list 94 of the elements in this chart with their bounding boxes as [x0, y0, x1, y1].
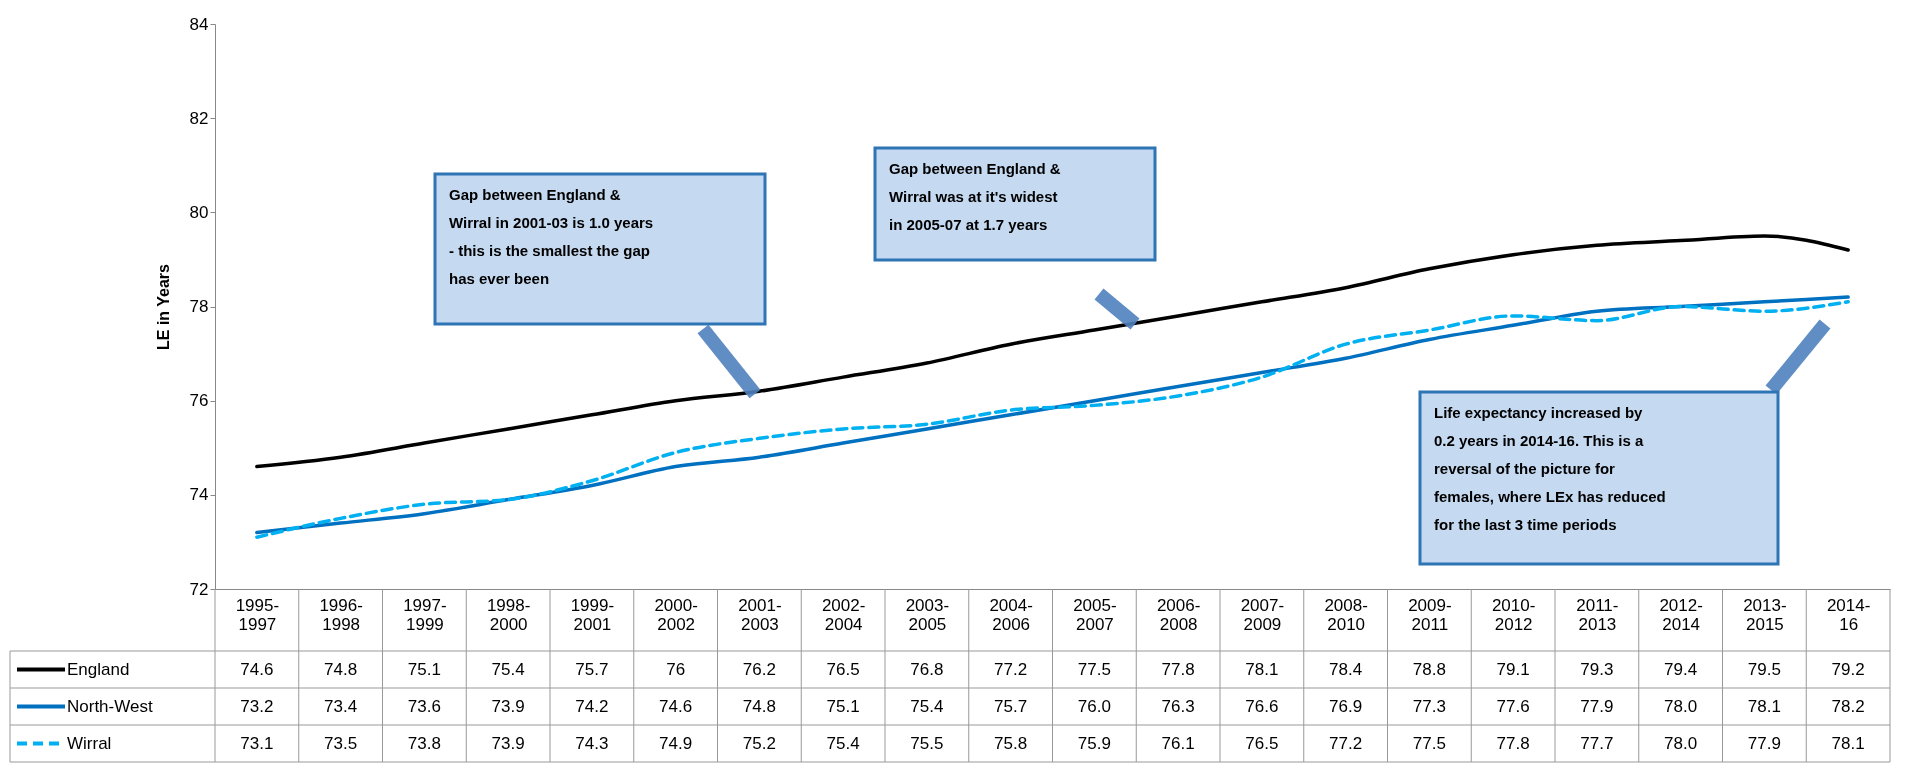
x-tick-label: 2005-2007: [1073, 595, 1117, 634]
data-label: 77.5: [1077, 659, 1111, 679]
data-label: 79.1: [1496, 659, 1530, 679]
data-label: 78.8: [1412, 659, 1446, 679]
data-label: 76.2: [742, 659, 776, 679]
data-label: 76.6: [1245, 696, 1279, 716]
data-label: 79.2: [1831, 659, 1865, 679]
legend-label: Wirral: [67, 733, 112, 753]
data-label: 76.8: [910, 659, 944, 679]
x-tick-label: 2007-2009: [1240, 595, 1285, 634]
data-label: 75.4: [826, 733, 860, 753]
x-tick-label: 2003-2005: [905, 595, 950, 634]
data-label: 78.1: [1245, 659, 1279, 679]
x-tick-label: 2000-2002: [654, 595, 698, 634]
data-label: 75.2: [742, 733, 776, 753]
data-label: 77.7: [1580, 733, 1614, 753]
data-label: 78.0: [1664, 733, 1698, 753]
y-tick-label: 82: [189, 108, 209, 128]
annotation: Gap between England & Wirral in 2001-03 is 1.0 years - this is the smallest the gap has ever been: [449, 186, 654, 287]
data-label: 73.9: [491, 733, 525, 753]
annotation: Life expectancy increased by 0.2 years in 2014-16. This is a reversal of the picture for females, where LEx has reduced for the last 3 time periods: [1434, 404, 1666, 533]
data-label: 73.6: [407, 696, 441, 716]
data-label: 75.7: [994, 696, 1028, 716]
x-tick-label: 2001-2003: [738, 595, 782, 634]
data-label: 75.5: [910, 733, 944, 753]
data-label: 78.1: [1747, 696, 1781, 716]
data-label: 74.9: [659, 733, 693, 753]
data-label: 73.2: [240, 696, 274, 716]
data-label: 73.4: [324, 696, 358, 716]
data-label: 77.9: [1747, 733, 1781, 753]
data-label: 76.5: [826, 659, 860, 679]
x-tick-label: 2008-2010: [1324, 595, 1368, 634]
x-tick-label: 2004-2006: [989, 595, 1033, 634]
x-tick-label: 2010-2012: [1491, 595, 1536, 634]
data-label: 76.3: [1161, 696, 1195, 716]
annotation: Gap between England & Wirral was at it's widest in 2005-07 at 1.7 years: [889, 160, 1061, 233]
y-axis-title: LE in Years: [154, 263, 172, 350]
x-tick-label: 1999-2001: [570, 595, 615, 634]
data-label: 79.5: [1747, 659, 1781, 679]
data-label: 77.2: [1329, 733, 1363, 753]
y-tick-label: 74: [189, 485, 209, 505]
data-label: 79.4: [1664, 659, 1698, 679]
data-label: 73.8: [407, 733, 441, 753]
data-label: 74.6: [240, 659, 274, 679]
data-label: 73.1: [240, 733, 274, 753]
x-tick-label: 2009-2011: [1408, 595, 1452, 634]
data-label: 78.1: [1831, 733, 1865, 753]
x-tick-label: 2006-2008: [1156, 595, 1201, 634]
data-label: 76.1: [1161, 733, 1195, 753]
data-label: 77.2: [994, 659, 1028, 679]
data-label: 79.3: [1580, 659, 1614, 679]
x-tick-label: 1996-1998: [319, 595, 363, 634]
x-tick-label: 2012-2014: [1659, 595, 1703, 634]
y-tick-label: 76: [189, 391, 209, 411]
legend-label: England: [67, 659, 130, 679]
x-tick-label: 2013-2015: [1743, 595, 1787, 634]
data-label: 75.4: [910, 696, 944, 716]
data-label: 75.4: [491, 659, 525, 679]
data-label: 75.1: [407, 659, 441, 679]
data-label: 75.8: [994, 733, 1028, 753]
data-label: 75.1: [826, 696, 860, 716]
data-label: 77.8: [1496, 733, 1530, 753]
data-label: 78.0: [1664, 696, 1698, 716]
y-tick-label: 80: [189, 202, 209, 222]
data-label: 75.9: [1077, 733, 1111, 753]
x-tick-label: 1998-2000: [486, 595, 531, 634]
x-tick-label: 2014-16: [1826, 595, 1871, 634]
data-label: 76.9: [1329, 696, 1363, 716]
data-label: 78.2: [1831, 696, 1865, 716]
data-label: 74.6: [659, 696, 693, 716]
data-label: 77.6: [1496, 696, 1530, 716]
data-label: 76.0: [1077, 696, 1111, 716]
legend-label: North-West: [67, 696, 153, 716]
x-tick-label: 1997-1999: [403, 595, 447, 634]
x-tick-label: 2002-2004: [821, 595, 866, 634]
data-label: 74.2: [575, 696, 609, 716]
data-label: 78.4: [1329, 659, 1363, 679]
data-label: 74.8: [742, 696, 776, 716]
data-label: 77.9: [1580, 696, 1614, 716]
x-tick-label: 1995-1997: [235, 595, 280, 634]
data-label: 74.8: [324, 659, 358, 679]
data-label: 76.5: [1245, 733, 1279, 753]
data-label: 77.8: [1161, 659, 1195, 679]
data-label: 76: [666, 659, 686, 679]
data-label: 73.5: [324, 733, 358, 753]
y-tick-label: 78: [189, 297, 209, 316]
data-label: 77.5: [1412, 733, 1446, 753]
y-tick-label: 84: [189, 14, 209, 34]
data-label: 73.9: [491, 696, 525, 716]
data-label: 77.3: [1412, 696, 1446, 716]
x-tick-label: 2011-2013: [1576, 595, 1619, 634]
data-label: 75.7: [575, 659, 609, 679]
y-tick-label: 72: [189, 579, 209, 599]
data-label: 74.3: [575, 733, 609, 753]
